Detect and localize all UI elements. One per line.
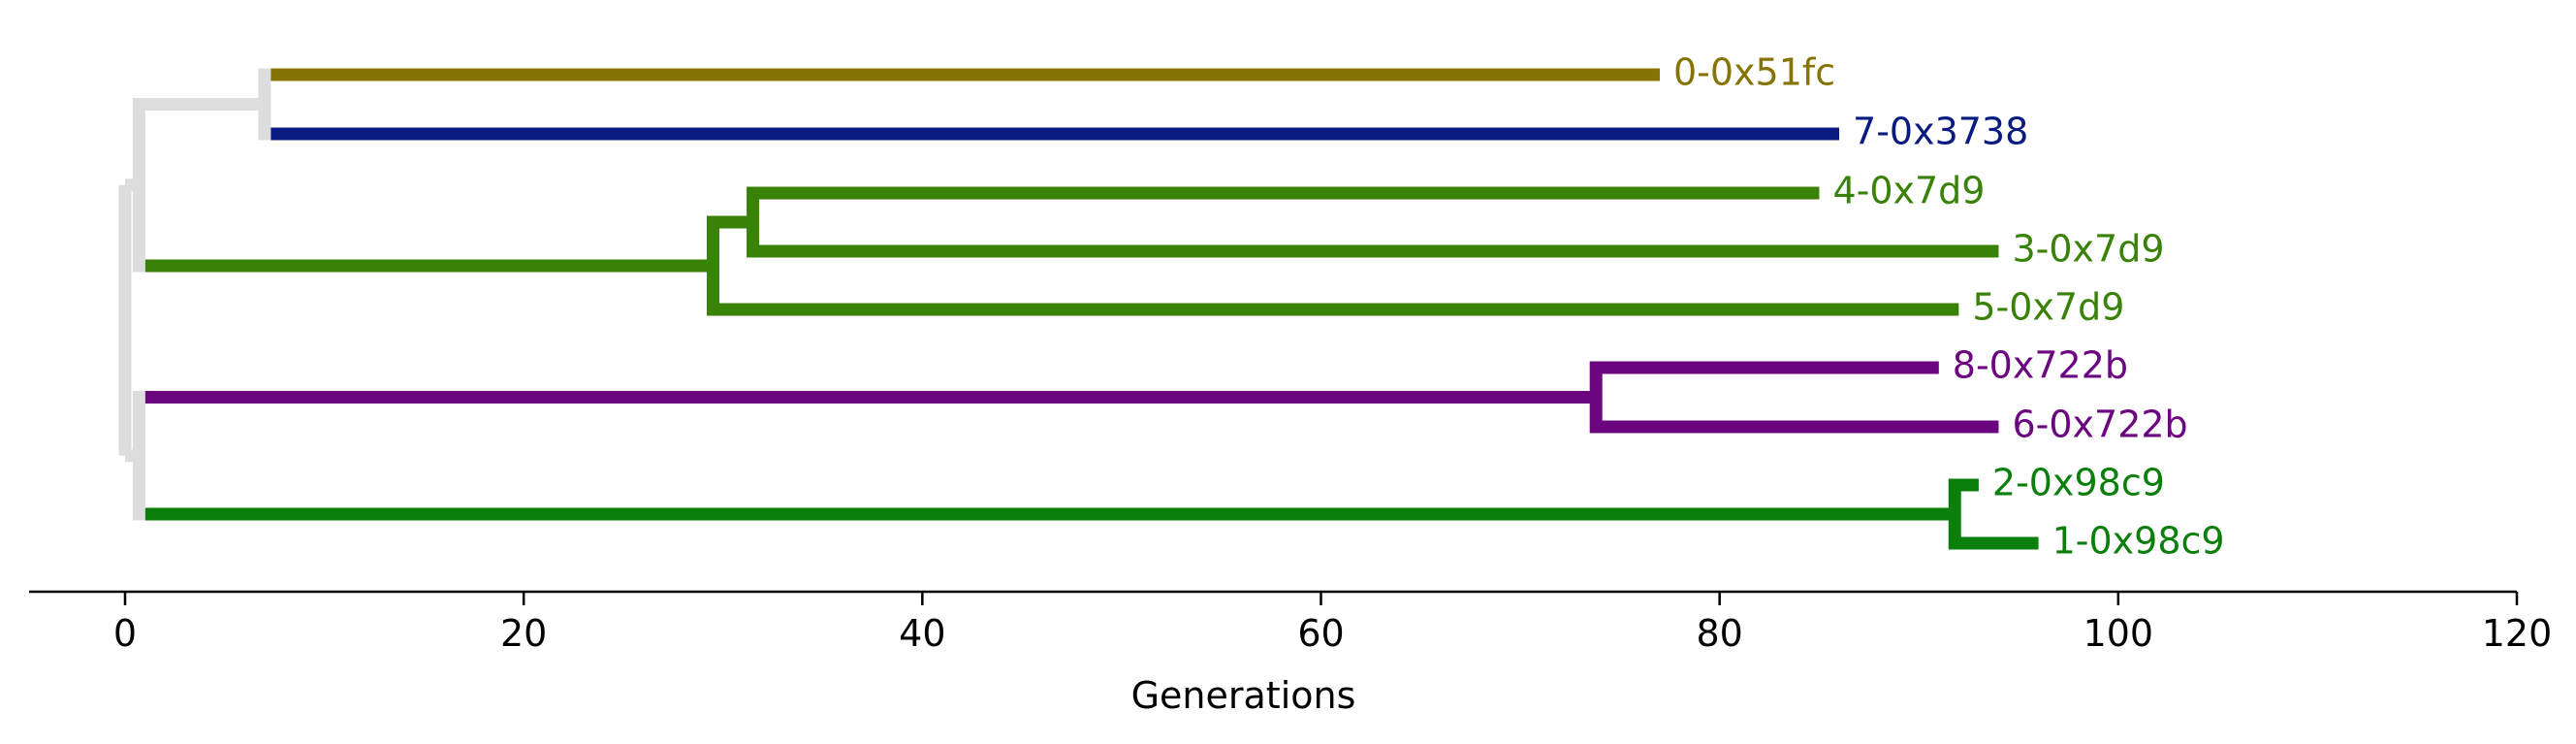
- leaf-label: 1-0x98c9: [2052, 520, 2225, 563]
- leaf-label: 8-0x722b: [1953, 344, 2128, 387]
- x-tick-label: 120: [2482, 612, 2553, 655]
- x-tick-label: 20: [500, 612, 547, 655]
- x-tick-label: 100: [2083, 612, 2154, 655]
- x-axis-ticks: 0 20 40 60 80 100 120: [113, 592, 2552, 655]
- x-tick-label: 80: [1696, 612, 1742, 655]
- leaf-label: 4-0x7d9: [1832, 170, 1985, 212]
- leaf-label: 5-0x7d9: [1972, 286, 2124, 329]
- x-axis: 0 20 40 60 80 100 120 Generations: [29, 590, 2552, 717]
- x-axis-title: Generations: [1131, 674, 1356, 717]
- x-tick-label: 0: [113, 612, 137, 655]
- leaf-labels: 0-0x51fc 7-0x3738 4-0x7d9 3-0x7d9 5-0x7d9 8-0…: [1673, 51, 2225, 563]
- x-tick-label: 60: [1297, 612, 1344, 655]
- leaf-label: 2-0x98c9: [1992, 462, 2165, 504]
- leaf-label: 3-0x7d9: [2012, 228, 2164, 271]
- leaf-label: 6-0x722b: [2012, 404, 2187, 446]
- leaf-label: 7-0x3738: [1853, 111, 2028, 153]
- leaf-label: 0-0x51fc: [1673, 51, 1835, 94]
- tree-branches: [118, 68, 2039, 550]
- x-tick-label: 40: [899, 612, 945, 655]
